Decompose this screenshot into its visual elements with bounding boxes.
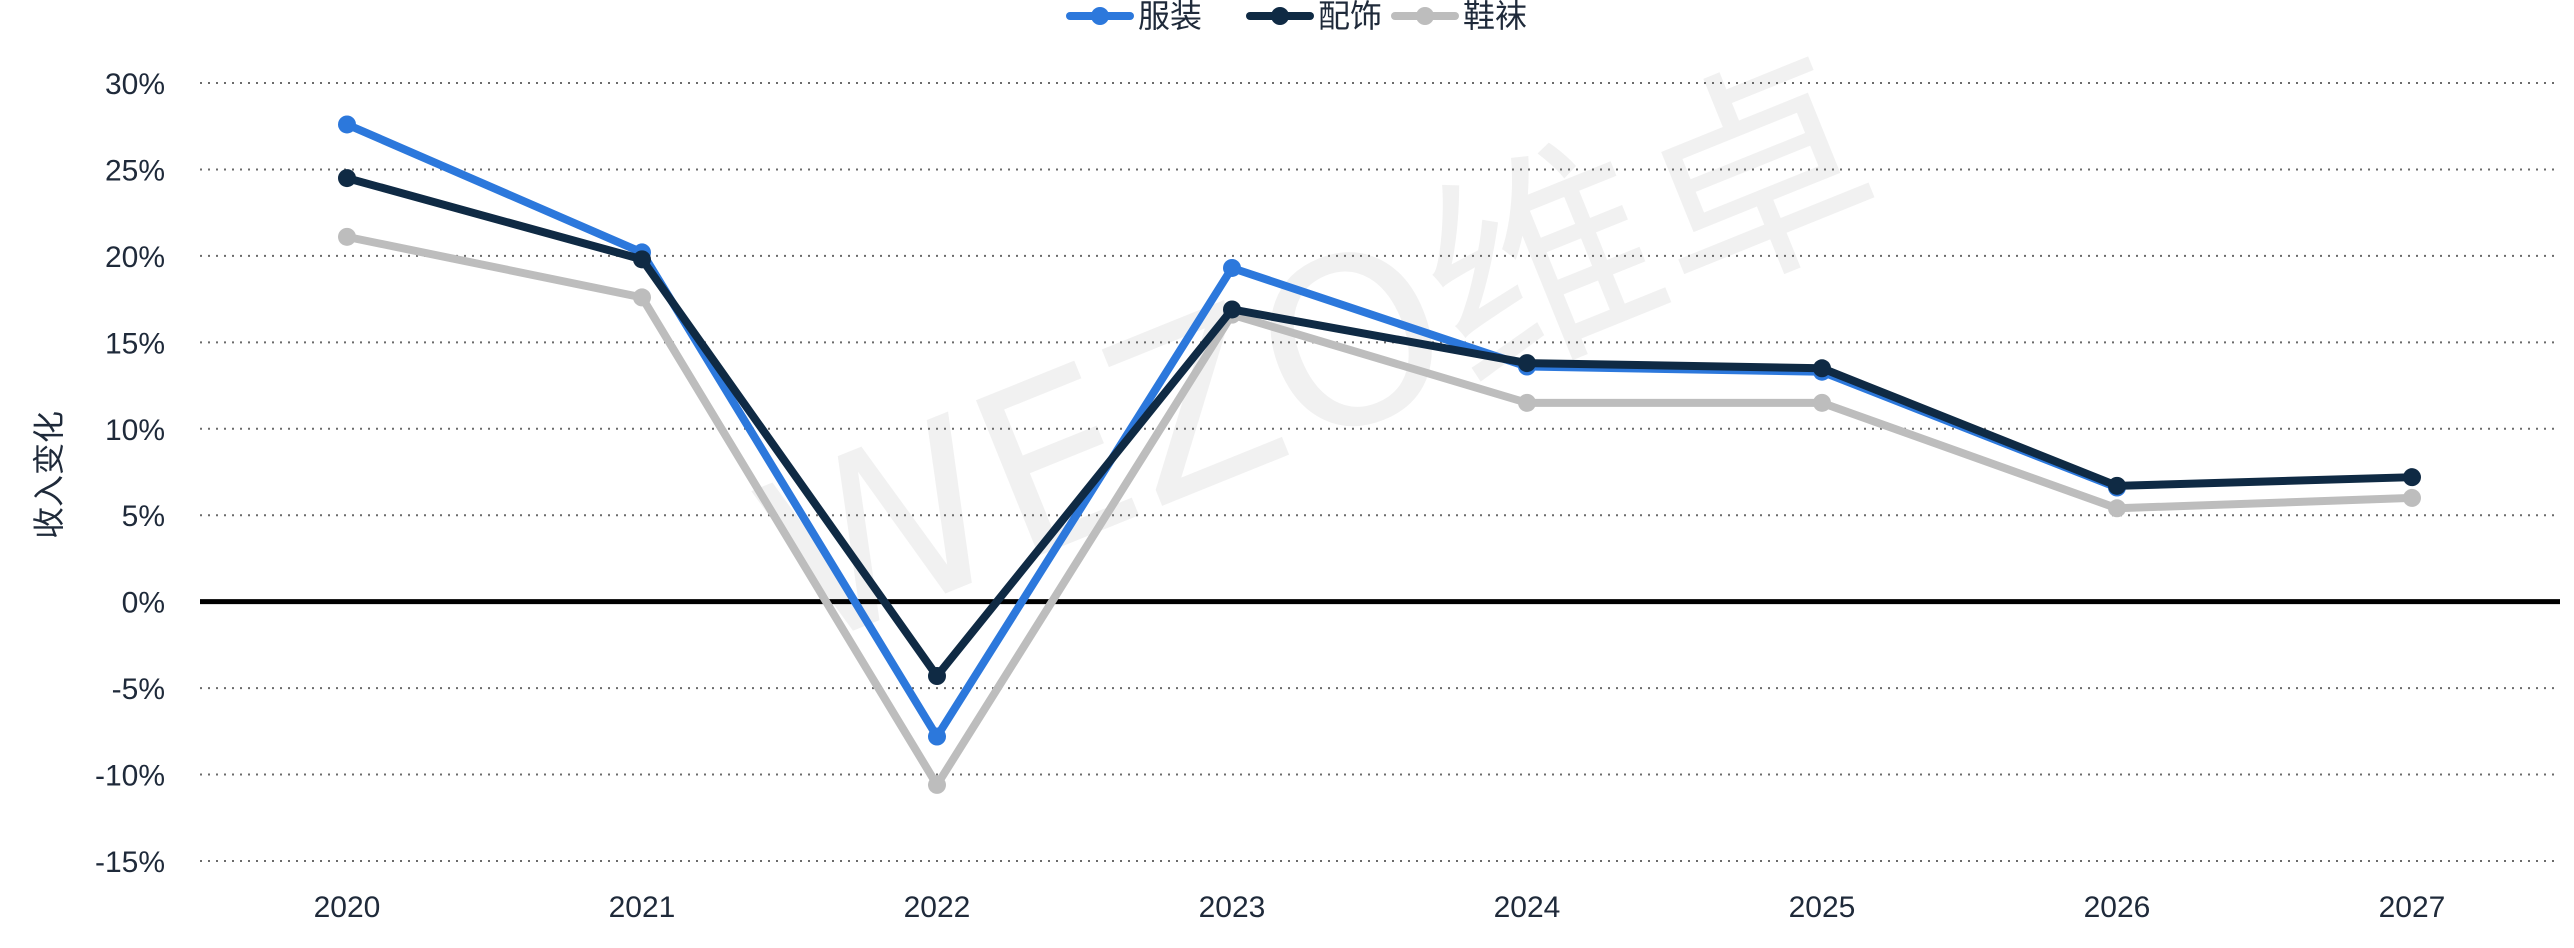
- legend-swatch-marker: [1416, 7, 1434, 25]
- data-point: [338, 227, 356, 246]
- y-tick-label: 30%: [105, 68, 165, 101]
- x-tick-label: 2025: [1789, 891, 1856, 924]
- series-line: [343, 232, 2416, 789]
- y-tick-label: 20%: [105, 241, 165, 274]
- y-axis-label: 收入变化: [30, 411, 68, 539]
- series-line: [343, 174, 2416, 681]
- data-point: [338, 169, 356, 188]
- y-tick-label: 0%: [122, 587, 165, 620]
- y-axis: 30% 25% 20% 15% 10% 5% 0% -5% -10% -15%: [95, 68, 165, 879]
- data-point: [2403, 488, 2421, 507]
- series-配饰: [338, 169, 2421, 686]
- data-point: [928, 727, 946, 746]
- legend-swatch-marker: [1271, 7, 1289, 25]
- data-point: [633, 250, 651, 269]
- legend-item: 鞋袜: [1391, 0, 1527, 35]
- x-tick-label: 2024: [1494, 891, 1561, 924]
- legend-label: 鞋袜: [1463, 0, 1527, 35]
- series-lines: [338, 115, 2421, 794]
- legend-swatch-marker: [1091, 7, 1109, 25]
- data-point: [1223, 300, 1241, 319]
- x-tick-label: 2022: [904, 891, 971, 924]
- legend-item: 配饰: [1246, 0, 1382, 35]
- data-point: [1518, 393, 1536, 412]
- x-tick-label: 2023: [1199, 891, 1266, 924]
- y-tick-label: 25%: [105, 154, 165, 187]
- legend: 服装 配饰 鞋袜: [1066, 0, 1527, 35]
- data-point: [928, 775, 946, 794]
- legend-item: 服装: [1066, 0, 1202, 35]
- gridlines: [200, 82, 2560, 862]
- data-point: [1813, 393, 1831, 412]
- data-point: [928, 667, 946, 686]
- data-point: [2108, 476, 2126, 495]
- x-tick-label: 2020: [314, 891, 381, 924]
- legend-label: 配饰: [1318, 0, 1382, 35]
- x-axis: 2020 2021 2022 2023 2024 2025 2026 2027: [314, 891, 2446, 924]
- x-tick-label: 2026: [2084, 891, 2151, 924]
- x-tick-label: 2021: [609, 891, 676, 924]
- y-tick-label: -15%: [95, 846, 165, 879]
- y-tick-label: -5%: [112, 673, 165, 706]
- data-point: [1813, 359, 1831, 378]
- legend-label: 服装: [1138, 0, 1202, 35]
- data-point: [2403, 468, 2421, 487]
- data-point: [338, 115, 356, 134]
- data-point: [2108, 499, 2126, 518]
- y-tick-label: -10%: [95, 760, 165, 793]
- data-point: [1223, 258, 1241, 277]
- y-tick-label: 5%: [122, 500, 165, 533]
- data-point: [1518, 354, 1536, 373]
- y-tick-label: 10%: [105, 414, 165, 447]
- x-tick-label: 2027: [2379, 891, 2446, 924]
- data-point: [633, 288, 651, 307]
- watermark: WEZO维卓: [728, 14, 1914, 700]
- y-tick-label: 15%: [105, 327, 165, 360]
